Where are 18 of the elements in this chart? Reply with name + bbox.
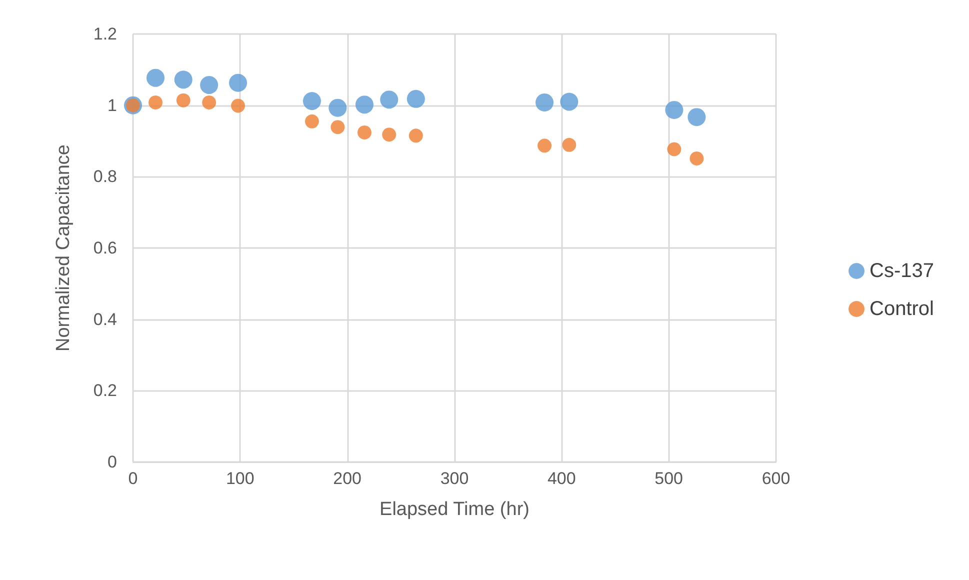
legend-label: Control [870,298,934,320]
y-tick-label: 1.2 [93,24,117,44]
x-axis-title: Elapsed Time (hr) [380,499,530,520]
x-tick-label: 100 [226,469,254,488]
y-tick-label: 1 [108,96,117,115]
y-axis-title: Normalized Capacitance [53,144,74,352]
y-tick-label: 0.4 [93,310,117,329]
x-tick-label: 600 [762,469,790,488]
x-tick-label: 400 [547,469,576,488]
x-tick-label: 200 [333,469,362,488]
y-tick-label: 0.6 [93,238,117,258]
x-tick-label: 500 [654,469,684,488]
x-tick-label: 0 [128,469,138,488]
y-tick-label: 0.2 [93,381,117,400]
y-tick-label: 0 [108,452,117,472]
x-tick-label: 300 [440,469,469,488]
legend-label: Cs-137 [870,260,934,282]
y-tick-label: 0.8 [93,167,117,186]
